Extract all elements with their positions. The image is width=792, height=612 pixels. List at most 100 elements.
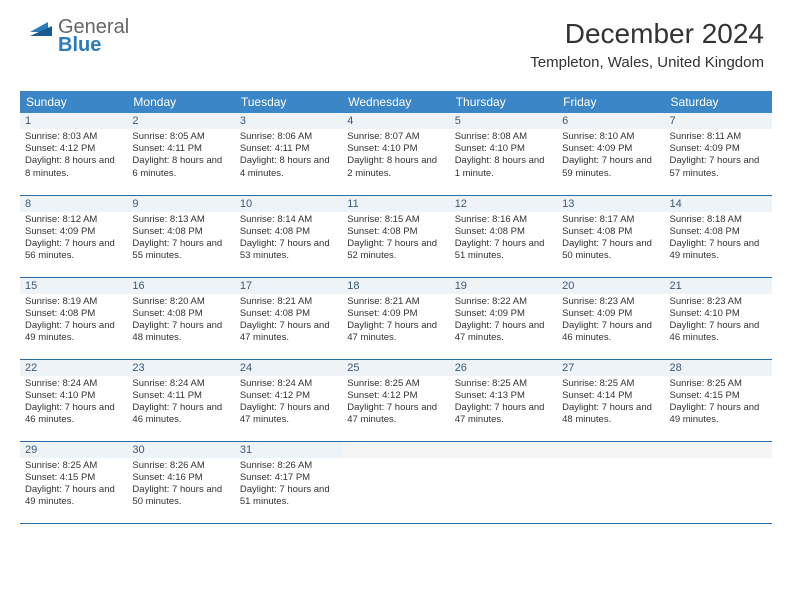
calendar-header-row: SundayMondayTuesdayWednesdayThursdayFrid… <box>20 91 772 113</box>
calendar-week-row: 22Sunrise: 8:24 AMSunset: 4:10 PMDayligh… <box>20 359 772 441</box>
sunset-line: Sunset: 4:13 PM <box>455 390 552 402</box>
sunrise-line: Sunrise: 8:25 AM <box>25 460 122 472</box>
day-number: 9 <box>127 196 234 212</box>
sunset-line: Sunset: 4:10 PM <box>455 143 552 155</box>
daylight-line: Daylight: 7 hours and 56 minutes. <box>25 238 122 262</box>
sunset-line: Sunset: 4:10 PM <box>347 143 444 155</box>
daylight-line: Daylight: 7 hours and 46 minutes. <box>562 320 659 344</box>
calendar-day-cell: 25Sunrise: 8:25 AMSunset: 4:12 PMDayligh… <box>342 359 449 441</box>
sunset-line: Sunset: 4:08 PM <box>670 226 767 238</box>
sunset-line: Sunset: 4:08 PM <box>25 308 122 320</box>
sunset-line: Sunset: 4:10 PM <box>25 390 122 402</box>
day-number: 4 <box>342 113 449 129</box>
day-number: 3 <box>235 113 342 129</box>
calendar-empty-cell: . <box>342 441 449 523</box>
calendar-empty-cell: . <box>557 441 664 523</box>
calendar-day-cell: 26Sunrise: 8:25 AMSunset: 4:13 PMDayligh… <box>450 359 557 441</box>
calendar-day-cell: 30Sunrise: 8:26 AMSunset: 4:16 PMDayligh… <box>127 441 234 523</box>
sunset-line: Sunset: 4:09 PM <box>25 226 122 238</box>
calendar-body: 1Sunrise: 8:03 AMSunset: 4:12 PMDaylight… <box>20 113 772 523</box>
daylight-line: Daylight: 7 hours and 51 minutes. <box>240 484 337 508</box>
calendar-day-cell: 31Sunrise: 8:26 AMSunset: 4:17 PMDayligh… <box>235 441 342 523</box>
calendar-day-cell: 4 Sunrise: 8:07 AMSunset: 4:10 PMDaylight… <box>342 113 449 195</box>
day-number: 26 <box>450 360 557 376</box>
sunset-line: Sunset: 4:08 PM <box>132 226 229 238</box>
sunset-line: Sunset: 4:08 PM <box>132 308 229 320</box>
calendar-day-cell: 14 Sunrise: 8:18 AMSunset: 4:08 PMDayligh… <box>665 195 772 277</box>
sunrise-line: Sunrise: 8:22 AM <box>455 296 552 308</box>
calendar-day-cell: 11Sunrise: 8:15 AMSunset: 4:08 PMDayligh… <box>342 195 449 277</box>
daylight-line: Daylight: 7 hours and 52 minutes. <box>347 238 444 262</box>
calendar-day-cell: 6Sunrise: 8:10 AMSunset: 4:09 PMDaylight… <box>557 113 664 195</box>
sunrise-line: Sunrise: 8:26 AM <box>240 460 337 472</box>
sunrise-line: Sunrise: 8:07 AM <box>347 131 444 143</box>
sunrise-line: Sunrise: 8:24 AM <box>25 378 122 390</box>
calendar-day-cell: 10Sunrise: 8:14 AMSunset: 4:08 PMDayligh… <box>235 195 342 277</box>
sunset-line: Sunset: 4:09 PM <box>562 308 659 320</box>
sunrise-line: Sunrise: 8:08 AM <box>455 131 552 143</box>
weekday-header: Saturday <box>665 91 772 113</box>
brand-word2: Blue <box>58 36 129 54</box>
calendar-day-cell: 2Sunrise: 8:05 AMSunset: 4:11 PMDaylight… <box>127 113 234 195</box>
sunrise-line: Sunrise: 8:18 AM <box>670 214 767 226</box>
sunset-line: Sunset: 4:09 PM <box>347 308 444 320</box>
daylight-line: Daylight: 7 hours and 51 minutes. <box>455 238 552 262</box>
sunrise-line: Sunrise: 8:23 AM <box>670 296 767 308</box>
day-number: 13 <box>557 196 664 212</box>
sunset-line: Sunset: 4:08 PM <box>240 308 337 320</box>
daylight-line: Daylight: 7 hours and 57 minutes. <box>670 155 767 179</box>
daylight-line: Daylight: 8 hours and 2 minutes. <box>347 155 444 179</box>
day-number: 11 <box>342 196 449 212</box>
sunrise-line: Sunrise: 8:17 AM <box>562 214 659 226</box>
calendar-week-row: 15Sunrise: 8:19 AMSunset: 4:08 PMDayligh… <box>20 277 772 359</box>
sunrise-line: Sunrise: 8:05 AM <box>132 131 229 143</box>
sunset-line: Sunset: 4:12 PM <box>240 390 337 402</box>
calendar-day-cell: 3Sunrise: 8:06 AMSunset: 4:11 PMDaylight… <box>235 113 342 195</box>
day-number: 14 <box>665 196 772 212</box>
daylight-line: Daylight: 7 hours and 59 minutes. <box>562 155 659 179</box>
calendar-day-cell: 7Sunrise: 8:11 AMSunset: 4:09 PMDaylight… <box>665 113 772 195</box>
day-number: 18 <box>342 278 449 294</box>
calendar-empty-cell: . <box>450 441 557 523</box>
sunrise-line: Sunrise: 8:21 AM <box>240 296 337 308</box>
weekday-header: Wednesday <box>342 91 449 113</box>
day-number: 19 <box>450 278 557 294</box>
sunset-line: Sunset: 4:12 PM <box>25 143 122 155</box>
sunrise-line: Sunrise: 8:25 AM <box>347 378 444 390</box>
calendar-week-row: 1Sunrise: 8:03 AMSunset: 4:12 PMDaylight… <box>20 113 772 195</box>
calendar-day-cell: 24Sunrise: 8:24 AMSunset: 4:12 PMDayligh… <box>235 359 342 441</box>
calendar-day-cell: 29Sunrise: 8:25 AMSunset: 4:15 PMDayligh… <box>20 441 127 523</box>
daylight-line: Daylight: 7 hours and 49 minutes. <box>670 238 767 262</box>
sunrise-line: Sunrise: 8:24 AM <box>240 378 337 390</box>
month-title: December 2024 <box>530 18 764 50</box>
day-number: 20 <box>557 278 664 294</box>
daylight-line: Daylight: 7 hours and 47 minutes. <box>240 320 337 344</box>
sunrise-line: Sunrise: 8:15 AM <box>347 214 444 226</box>
day-number: 16 <box>127 278 234 294</box>
calendar-day-cell: 17Sunrise: 8:21 AMSunset: 4:08 PMDayligh… <box>235 277 342 359</box>
sunset-line: Sunset: 4:11 PM <box>240 143 337 155</box>
daylight-line: Daylight: 7 hours and 47 minutes. <box>347 402 444 426</box>
weekday-header: Monday <box>127 91 234 113</box>
day-number: 30 <box>127 442 234 458</box>
sunrise-line: Sunrise: 8:24 AM <box>132 378 229 390</box>
sunset-line: Sunset: 4:15 PM <box>670 390 767 402</box>
daylight-line: Daylight: 7 hours and 48 minutes. <box>132 320 229 344</box>
calendar-day-cell: 8Sunrise: 8:12 AMSunset: 4:09 PMDaylight… <box>20 195 127 277</box>
day-number: 5 <box>450 113 557 129</box>
daylight-line: Daylight: 7 hours and 53 minutes. <box>240 238 337 262</box>
title-block: December 2024 Templeton, Wales, United K… <box>530 18 764 71</box>
calendar-day-cell: 15Sunrise: 8:19 AMSunset: 4:08 PMDayligh… <box>20 277 127 359</box>
calendar-day-cell: 16Sunrise: 8:20 AMSunset: 4:08 PMDayligh… <box>127 277 234 359</box>
calendar-day-cell: 21Sunrise: 8:23 AMSunset: 4:10 PMDayligh… <box>665 277 772 359</box>
daylight-line: Daylight: 8 hours and 4 minutes. <box>240 155 337 179</box>
sunset-line: Sunset: 4:12 PM <box>347 390 444 402</box>
daylight-line: Daylight: 8 hours and 8 minutes. <box>25 155 122 179</box>
day-number: 15 <box>20 278 127 294</box>
daylight-line: Daylight: 7 hours and 46 minutes. <box>132 402 229 426</box>
day-number: 7 <box>665 113 772 129</box>
day-number: 23 <box>127 360 234 376</box>
day-number: 1 <box>20 113 127 129</box>
calendar-day-cell: 12Sunrise: 8:16 AMSunset: 4:08 PMDayligh… <box>450 195 557 277</box>
sunset-line: Sunset: 4:09 PM <box>562 143 659 155</box>
